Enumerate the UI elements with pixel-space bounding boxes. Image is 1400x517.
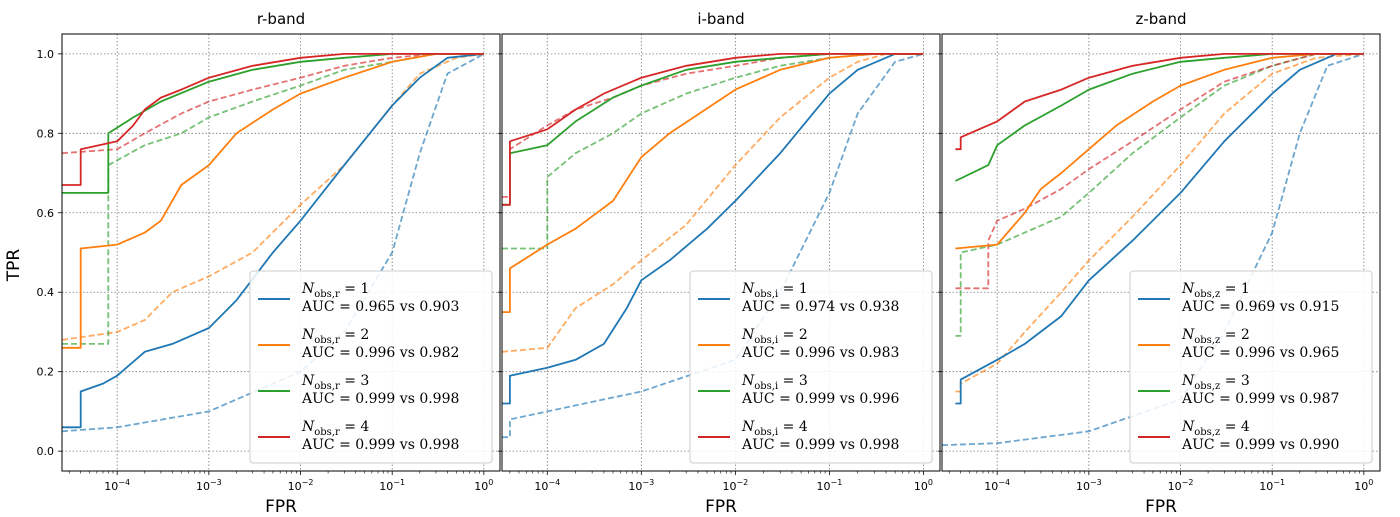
series-n2-solid <box>955 53 1364 250</box>
x-axis-label: FPR <box>1145 497 1177 517</box>
series-n4-solid <box>955 53 1364 151</box>
legend-series-label: Nobs,i = 3 <box>741 373 808 392</box>
legend-series-label: Nobs,r = 3 <box>301 373 369 392</box>
legend-box <box>689 270 933 464</box>
legend-auc-label: AUC = 0.996 vs 0.983 <box>741 345 899 361</box>
series-n4-dashed <box>62 53 484 155</box>
x-tick-label: 10−2 <box>1168 478 1194 493</box>
legend-series-label: Nobs,z = 2 <box>1181 327 1250 346</box>
legend-auc-label: AUC = 0.996 vs 0.965 <box>1181 345 1339 361</box>
series-n4-dashed <box>502 53 924 198</box>
series-n4-solid <box>502 53 924 206</box>
legend-box <box>1129 270 1373 464</box>
x-tick-label: 10−3 <box>628 478 654 493</box>
legend-auc-label: AUC = 0.999 vs 0.998 <box>301 391 459 407</box>
x-axis-label: FPR <box>265 497 297 517</box>
series-n2-dashed <box>62 53 485 341</box>
y-tick-label: 0.0 <box>37 445 55 458</box>
x-tick-label: 100 <box>914 478 933 493</box>
legend-series-label: Nobs,z = 1 <box>1181 281 1250 300</box>
series-n4-solid <box>62 53 484 186</box>
legend-auc-label: AUC = 0.999 vs 0.998 <box>301 437 459 453</box>
y-tick-label: 1.0 <box>37 48 55 61</box>
series-n1-solid <box>62 53 484 429</box>
x-tick-label: 100 <box>1354 478 1373 493</box>
panels: r-band FPR 0.0 0.2 0.4 0.6 0.8 1.0 10−4 10−3 10−2 1… <box>37 10 1381 517</box>
panel-title: r-band <box>257 10 305 28</box>
y-tick-label: 0.6 <box>37 207 55 220</box>
y-tick-label: 0.4 <box>37 286 55 299</box>
series-group <box>62 53 485 433</box>
series-n1-solid <box>502 53 924 405</box>
series-n3-solid <box>62 53 484 194</box>
series-n2-solid <box>62 53 484 349</box>
series-n1-dashed <box>502 53 924 439</box>
legend-series-label: Nobs,z = 3 <box>1181 373 1250 392</box>
legend-auc-label: AUC = 0.999 vs 0.987 <box>1181 391 1339 407</box>
legend-auc-label: AUC = 0.999 vs 0.990 <box>1181 437 1339 453</box>
x-tick-label: 100 <box>474 478 493 493</box>
series-group <box>502 53 924 439</box>
x-tick-label: 10−4 <box>534 478 560 493</box>
legend-box <box>249 270 493 464</box>
x-tick-label: 10−1 <box>817 478 843 493</box>
legend-auc-label: AUC = 0.969 vs 0.915 <box>1181 299 1339 315</box>
legend-auc-label: AUC = 0.996 vs 0.982 <box>301 345 459 361</box>
series-n3-solid <box>502 53 924 206</box>
series-n2-solid <box>502 53 924 314</box>
panel-title: z-band <box>1135 10 1186 28</box>
y-tick-label: 0.8 <box>37 127 55 140</box>
axes-frame <box>941 33 1381 472</box>
legend-series-label: Nobs,i = 2 <box>741 327 808 346</box>
x-tick-label: 10−4 <box>104 478 130 493</box>
x-tick-label: 10−1 <box>379 478 405 493</box>
legend-series-label: Nobs,r = 4 <box>301 419 369 438</box>
legend-auc-label: AUC = 0.999 vs 0.996 <box>741 391 899 407</box>
panel-1: r-band FPR 0.0 0.2 0.4 0.6 0.8 1.0 10−4 10−3 10−2 1… <box>37 10 501 517</box>
x-tick-label: 10−3 <box>196 478 222 493</box>
series-n2-dashed <box>502 53 924 353</box>
series-n3-dashed <box>502 53 924 250</box>
legend-series-label: Nobs,i = 1 <box>741 281 808 300</box>
legend-series-label: Nobs,r = 1 <box>301 281 369 300</box>
legend-auc-label: AUC = 0.999 vs 0.998 <box>741 437 899 453</box>
legend-series-label: Nobs,z = 4 <box>1181 419 1250 438</box>
legend-auc-label: AUC = 0.974 vs 0.938 <box>741 299 899 315</box>
axes-frame <box>501 33 941 472</box>
x-tick-label: 10−1 <box>1259 478 1285 493</box>
series-n4-dashed <box>955 53 1364 290</box>
x-tick-label: 10−2 <box>722 478 748 493</box>
x-axis-label: FPR <box>705 497 737 517</box>
x-tick-label: 10−2 <box>288 478 314 493</box>
legend-series-label: Nobs,r = 2 <box>301 327 369 346</box>
axes-frame <box>61 33 501 472</box>
x-tick-label: 10−4 <box>984 478 1010 493</box>
y-tick-label: 0.2 <box>37 366 55 379</box>
y-axis-label: TPR <box>4 249 24 283</box>
legend-auc-label: AUC = 0.965 vs 0.903 <box>301 299 459 315</box>
legend-series-label: Nobs,i = 4 <box>741 419 808 438</box>
panel-title: i-band <box>697 10 744 28</box>
x-tick-label: 10−3 <box>1076 478 1102 493</box>
series-n1-solid <box>955 53 1364 405</box>
series-n3-solid <box>955 53 1364 182</box>
